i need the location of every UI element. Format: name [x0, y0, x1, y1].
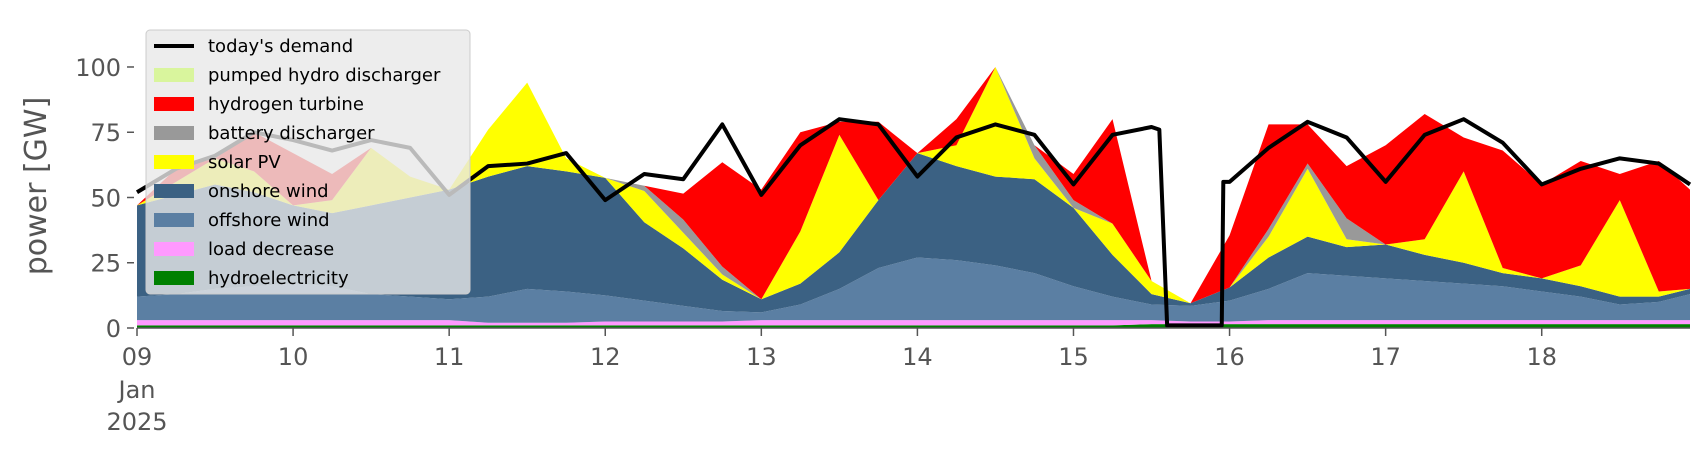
x-tick-label: 13	[746, 343, 777, 371]
legend-swatch-solar-pv	[154, 155, 194, 169]
legend-label-pumped-hydro-discharger: pumped hydro discharger	[208, 65, 441, 86]
legend-label-onshore-wind: onshore wind	[208, 181, 329, 202]
area-solar-pv	[137, 66, 1690, 304]
legend-swatch-onshore-wind	[154, 184, 194, 198]
x-tick-label: 09	[122, 343, 153, 371]
legend-swatch-hydrogen-turbine	[154, 97, 194, 111]
area-hydroelectricity	[137, 324, 1690, 328]
x-tick-label: 16	[1214, 343, 1245, 371]
legend-label-hydroelectricity: hydroelectricity	[208, 268, 349, 289]
y-tick-label: 75	[90, 119, 121, 147]
legend-swatch-load-decrease	[154, 242, 194, 256]
y-tick-label: 100	[75, 54, 121, 82]
legend-box	[145, 29, 471, 295]
legend-label-hydrogen-turbine: hydrogen turbine	[208, 94, 364, 115]
legend-swatch-offshore-wind	[154, 213, 194, 227]
y-tick-label: 50	[90, 184, 121, 212]
legend-label-load-decrease: load decrease	[208, 239, 334, 260]
x-tick-label: 18	[1526, 343, 1557, 371]
area-offshore-wind	[137, 257, 1690, 323]
legend-label-solar-pv: solar PV	[208, 152, 281, 173]
x-tick-label: 11	[434, 343, 465, 371]
legend-swatch-pumped-hydro-discharger	[154, 68, 194, 82]
x-tick-label: 10	[278, 343, 309, 371]
y-axis-title: power [GW]	[19, 97, 54, 276]
x-tick-label: 14	[902, 343, 933, 371]
x-tick-label: 15	[1058, 343, 1089, 371]
x-tick-label: 17	[1370, 343, 1401, 371]
legend-swatch-hydroelectricity	[154, 271, 194, 285]
x-tick-label: 12	[590, 343, 621, 371]
area-load-decrease	[137, 320, 1690, 326]
y-tick-label: 25	[90, 250, 121, 278]
area-onshore-wind	[137, 153, 1690, 313]
axes: 0 25 50 75 100 09 Jan 2025 10 11 12 13 14 15 16 17 18 pow…	[19, 54, 1690, 436]
legend-label-battery-discharger: battery discharger	[208, 123, 375, 144]
x-tick-sublabel: Jan	[117, 376, 156, 404]
legend-swatch-battery-discharger	[154, 126, 194, 140]
legend-label-offshore-wind: offshore wind	[208, 210, 330, 231]
legend-label-today-s-demand: today's demand	[208, 36, 353, 57]
x-tick-sublabel: 2025	[106, 408, 167, 436]
y-tick-label: 0	[106, 315, 121, 343]
legend: today's demand pumped hydro discharger hyd…	[145, 29, 471, 295]
